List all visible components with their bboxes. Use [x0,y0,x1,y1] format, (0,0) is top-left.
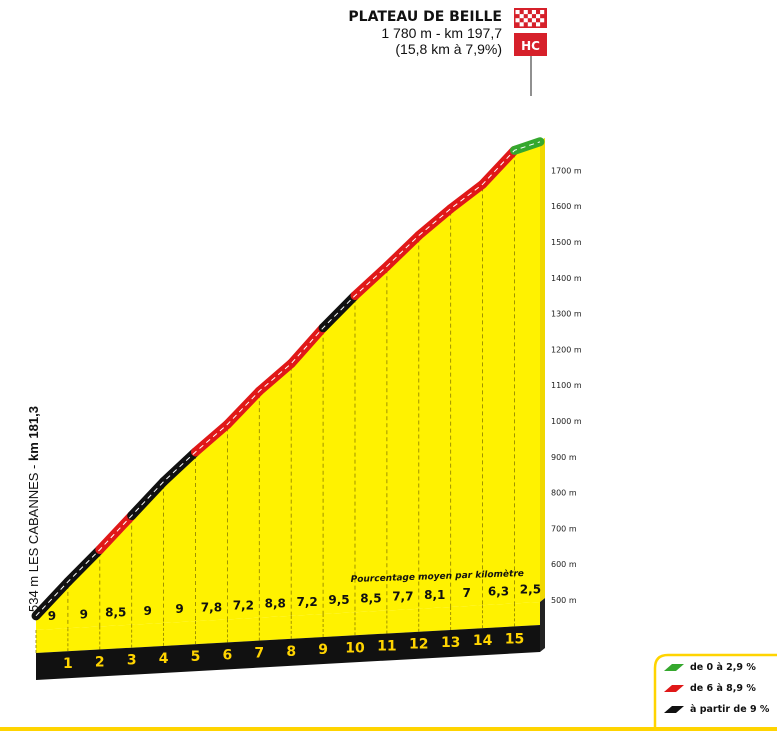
gradient-label: 8,5 [105,606,126,620]
start-label: 534 m LES CABANNES - km 181,3 [26,406,41,612]
checker-square [519,22,524,27]
legend-label: de 6 à 8,9 % [690,683,756,694]
checker-square [515,10,520,15]
route-centre-line [35,141,541,617]
checker-square [536,14,541,19]
y-tick-label: 500 m [551,596,577,605]
checker-square [536,22,541,27]
y-tick-label: 1700 m [551,166,582,175]
checker-square [531,10,536,15]
checker-square [523,18,528,23]
base-side [540,598,545,652]
summit-climb: (15,8 km à 7,9%) [395,41,502,57]
km-label: 12 [409,637,428,653]
y-tick-label: 1600 m [551,202,582,211]
gradient-label: 9 [175,602,183,616]
gradient-label: 7,7 [392,590,413,604]
km-gridlines [67,153,515,629]
km-label: 4 [159,651,169,667]
route-segment [509,137,545,155]
y-axis-ticks: 500 m 600 m 700 m 800 m 900 m 1000 m 1100 m 120… [551,166,582,605]
legend: de 0 à 2,9 % de 6 à 8,9 % à partir de 9 % [653,653,777,731]
legend-label: à partir de 9 % [690,704,770,715]
checker-square [540,10,545,15]
km-label: 13 [441,635,460,651]
checker-square [540,18,545,23]
checker-square [515,18,520,23]
km-label: 2 [95,654,105,670]
profile-area [36,137,545,631]
km-label: 9 [318,642,328,658]
y-tick-label: 1300 m [551,310,582,319]
km-label: 3 [127,653,137,669]
km-label: 10 [345,640,365,656]
y-tick-label: 700 m [551,524,577,533]
gradient-label: 9 [143,604,151,618]
y-tick-label: 1400 m [551,274,582,283]
gradient-label: 7,2 [233,598,254,612]
category-badge: HC [514,33,547,56]
gradient-label: 8,1 [424,588,445,602]
gradient-label: 7,2 [297,595,318,609]
km-label: 5 [191,649,201,665]
base-yellow-band [36,602,540,653]
gradient-label: 7 [462,586,470,600]
km-label: 7 [254,646,264,662]
gradient-label: 8,5 [360,591,381,605]
km-label: 1 [63,656,73,672]
checker-square [531,18,536,23]
legend-label: de 0 à 2,9 % [690,662,756,673]
checker-square [519,14,524,19]
gradient-label: 9 [80,607,88,621]
gradient-label: 9 [48,609,56,623]
km-label: 14 [473,633,493,649]
y-tick-label: 1200 m [551,345,582,354]
y-tick-label: 600 m [551,560,577,569]
y-tick-label: 1000 m [551,417,582,426]
y-tick-label: 800 m [551,489,577,498]
km-label: 8 [286,644,296,660]
gradient-label: 2,5 [520,583,541,597]
base-band [36,598,545,680]
y-tick-label: 900 m [551,453,577,462]
km-label: 6 [223,647,233,663]
finish-flag-icon [514,8,547,28]
profile-fill [36,141,540,631]
gradient-label: 7,8 [201,600,222,614]
legend-swatch [664,706,684,713]
gradient-label: 8,8 [265,597,286,611]
y-tick-label: 1500 m [551,238,582,247]
summit-details: 1 780 m - km 197,7 [381,25,502,41]
gradient-labels: 9 9 8,5 9 9 7,8 7,2 8,8 7,2 9,5 8,5 7,7 8,1 7 6,3 2,5 [48,583,541,624]
summit-name: PLATEAU DE BEILLE [348,9,502,25]
gradient-label: 6,3 [488,584,509,598]
gradient-label: 9,5 [328,593,349,607]
category-label: HC [521,39,540,53]
checker-square [523,10,528,15]
km-labels: 1 2 3 4 5 6 7 8 9 10 11 12 13 14 15 [35,603,524,672]
km-label: 11 [377,639,396,655]
base-black-band [36,625,540,680]
checker-square [527,22,532,27]
profile-side [540,137,545,602]
legend-swatch [664,664,684,671]
legend-swatch [664,685,684,692]
y-tick-label: 1100 m [551,381,582,390]
km-label: 15 [505,631,524,647]
route-line [31,137,545,621]
checker-square [527,14,532,19]
bottom-frame [0,727,777,731]
